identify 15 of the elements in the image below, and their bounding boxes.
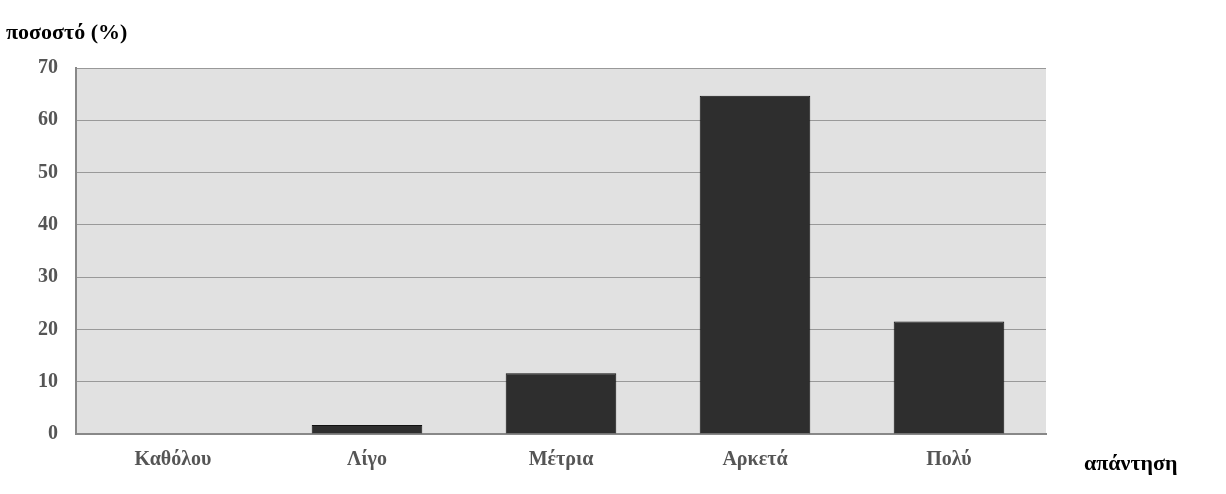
y-tick-label: 40 <box>38 212 58 235</box>
y-tick-label: 60 <box>38 107 58 130</box>
y-tick-label: 20 <box>38 316 58 339</box>
y-tick-label: 70 <box>38 55 58 78</box>
y-tick-label: 0 <box>48 421 58 444</box>
y-tick-label: 30 <box>38 264 58 287</box>
y-tick-label: 50 <box>38 159 58 182</box>
x-axis-title: απάντηση <box>1084 449 1178 475</box>
x-tick-label: Λίγο <box>347 447 387 471</box>
x-tick-label: Πολύ <box>926 447 972 470</box>
x-tick-label: Μέτρια <box>528 447 594 471</box>
x-tick-label: Αρκετά <box>722 447 788 471</box>
x-tick-label: Καθόλου <box>134 447 212 470</box>
y-axis-title: ποσοστό (%) <box>6 18 128 44</box>
y-tick-label: 10 <box>38 368 58 391</box>
